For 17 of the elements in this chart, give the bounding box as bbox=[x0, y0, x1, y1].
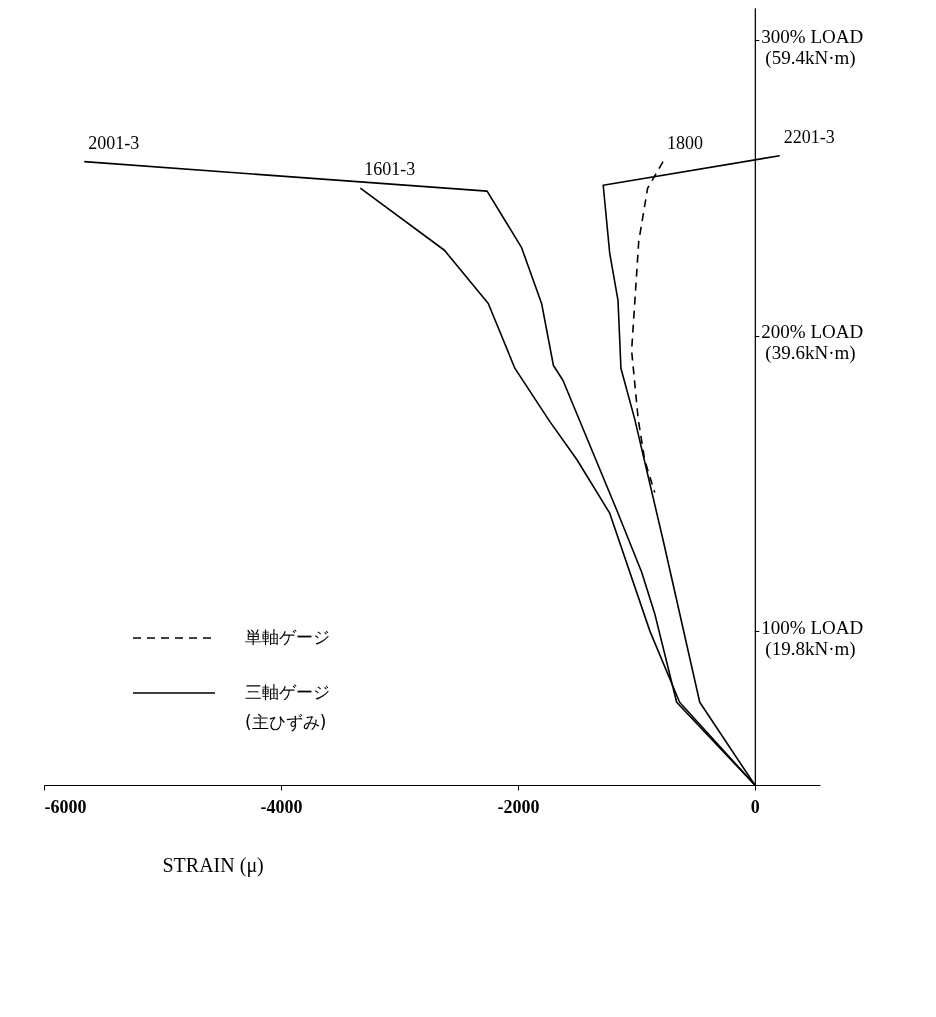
series-label: 2001-3 bbox=[88, 132, 140, 153]
x-tick-label: -6000 bbox=[44, 796, 87, 817]
y2-tick-label: (39.6kN·m) bbox=[765, 342, 856, 365]
y2-tick-label: (19.8kN·m) bbox=[765, 637, 856, 660]
series-label: 1800 bbox=[667, 132, 704, 153]
x-tick-label: 0 bbox=[750, 796, 760, 817]
annotation: 単軸ゲージ bbox=[245, 627, 330, 647]
x-axis-title: STRAIN (μ) bbox=[162, 853, 264, 877]
series-label: 2201-3 bbox=[783, 126, 835, 147]
series-label: 1601-3 bbox=[364, 159, 416, 180]
x-tick-label: -2000 bbox=[497, 796, 540, 817]
x-tick-label: -4000 bbox=[260, 796, 303, 817]
y-tick-label: 300% LOAD bbox=[761, 26, 864, 47]
annotation: 三軸ゲージ (主ひずみ) bbox=[245, 682, 330, 732]
y2-tick-label: (59.4kN·m) bbox=[765, 47, 856, 69]
y-tick-label: 200% LOAD bbox=[761, 321, 864, 343]
y-tick-label: 100% LOAD bbox=[761, 616, 864, 638]
